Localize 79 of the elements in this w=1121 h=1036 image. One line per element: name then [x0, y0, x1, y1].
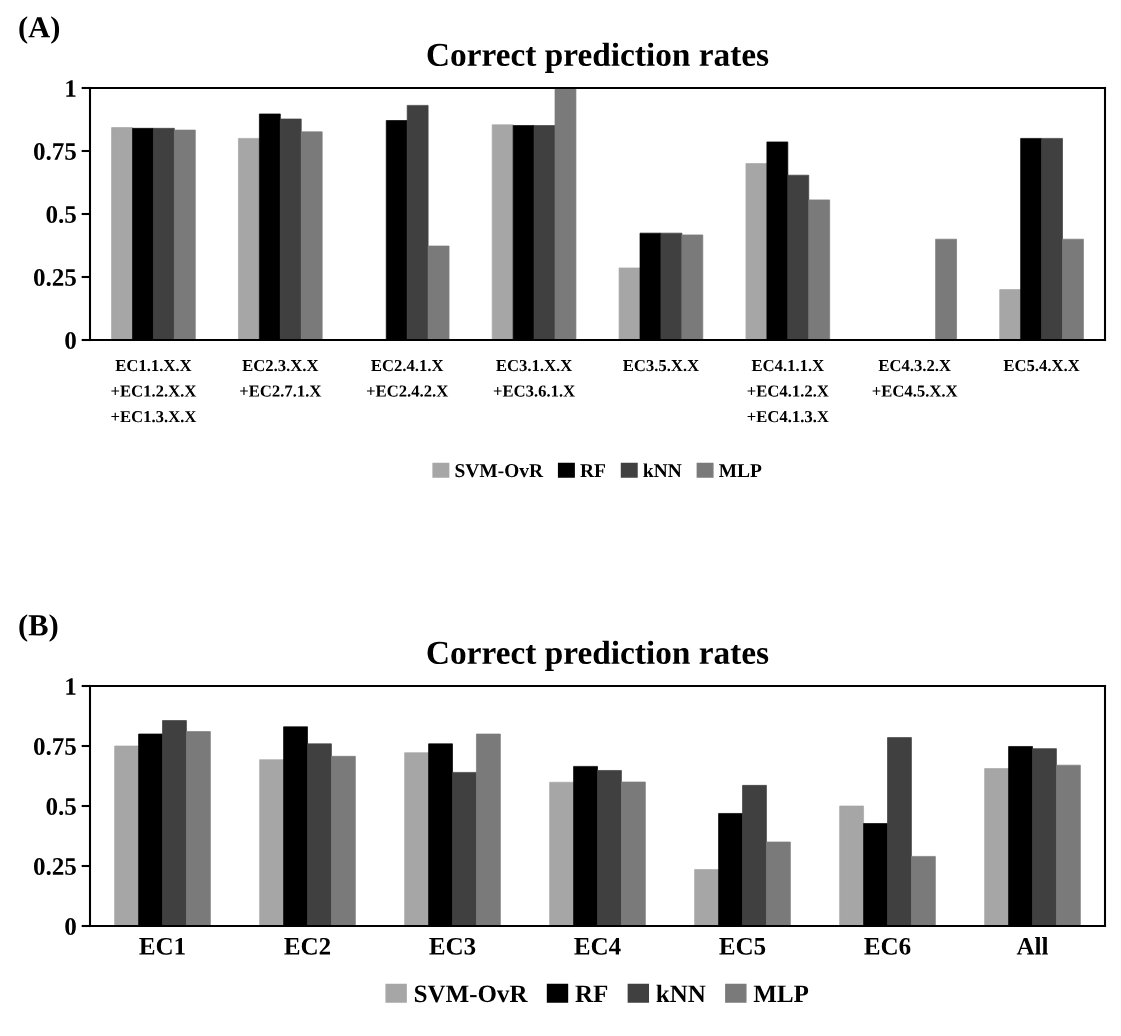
x-tick-label: EC3.5.X.X: [623, 359, 699, 372]
y-tick-label: 0.75: [34, 738, 76, 756]
bar: [406, 105, 429, 340]
bar: [279, 118, 302, 340]
legend-label: SVM-OvR: [455, 464, 544, 478]
bar: [153, 127, 175, 340]
bar: [808, 199, 831, 340]
bar: [618, 267, 641, 340]
bar: [331, 755, 356, 926]
legend-label: kNN: [656, 984, 706, 1002]
x-tick-label: EC4: [574, 937, 621, 955]
bar: [999, 289, 1021, 340]
bar: [404, 752, 429, 926]
bar: [300, 131, 323, 340]
y-tick-label: 0.25: [34, 269, 76, 287]
x-tick-label: EC1.1.X.X +EC1.2.X.X +EC1.3.X.X: [111, 359, 197, 423]
x-tick-label: EC3: [429, 937, 476, 955]
x-tick-label: EC6: [864, 937, 911, 955]
bar: [660, 232, 683, 340]
y-tick-label: 1: [66, 80, 76, 97]
x-tick-label: EC4.1.1.X +EC4.1.2.X +EC4.1.3.X: [747, 359, 829, 423]
bar: [111, 127, 133, 340]
bar: [984, 768, 1009, 926]
bar: [1032, 748, 1057, 926]
x-tick-label: EC3.1.X.X +EC3.6.1.X: [493, 359, 575, 397]
legend-label: SVM-OvR: [414, 985, 528, 1003]
bar: [174, 129, 196, 340]
y-tick-label: 1: [66, 678, 76, 695]
bar: [621, 781, 646, 926]
bar: [491, 124, 514, 340]
y-tick-label: 0: [65, 918, 76, 935]
bar: [597, 770, 622, 926]
legend-label: MLP: [719, 464, 762, 477]
legend-label: MLP: [753, 985, 809, 1002]
legend-label: kNN: [643, 463, 682, 477]
x-tick-label: EC5: [719, 937, 766, 955]
bar: [533, 125, 556, 340]
y-tick-label: 0.5: [46, 206, 76, 224]
x-tick-label: EC2.4.1.X +EC2.4.2.X: [366, 359, 449, 397]
x-tick-label: EC2: [284, 937, 331, 955]
chart-title: Correct prediction rates: [427, 42, 769, 73]
bar: [694, 869, 719, 926]
bar: [1062, 238, 1084, 340]
y-tick-label: 0.25: [34, 858, 76, 876]
chart-title: Correct prediction rates: [427, 640, 769, 671]
text: (B): [19, 614, 58, 642]
bar: [476, 733, 501, 926]
bar: [114, 745, 139, 926]
x-tick-label: EC5.4.X.X: [1003, 359, 1080, 372]
legend-label: RF: [580, 464, 605, 477]
bar: [887, 737, 912, 926]
bar: [766, 841, 791, 926]
bar: [935, 238, 957, 340]
x-tick-label: EC4.3.2.X +EC4.5.X.X: [872, 359, 958, 397]
bar: [839, 805, 864, 926]
bar: [554, 88, 577, 340]
bar: [307, 743, 332, 926]
x-tick-label: EC2.3.X.X +EC2.7.1.X: [240, 359, 322, 397]
bar: [745, 163, 768, 340]
x-tick-label: EC1: [139, 937, 185, 955]
y-tick-label: 0.75: [34, 143, 76, 161]
bar: [1056, 764, 1081, 926]
bar: [549, 781, 574, 926]
y-tick-label: 0: [65, 332, 76, 349]
bar: [427, 245, 450, 340]
bar: [911, 856, 936, 926]
bar: [787, 174, 810, 340]
x-tick-label: All: [1016, 937, 1049, 955]
bar: [452, 772, 477, 926]
bar: [238, 138, 260, 340]
bar: [1041, 138, 1063, 340]
legend-label: RF: [575, 985, 608, 1002]
bar: [162, 720, 187, 926]
bar: [186, 731, 211, 926]
bar: [259, 759, 284, 926]
text: (A): [19, 16, 60, 44]
bar: [742, 785, 767, 926]
y-tick-label: 0.5: [46, 798, 76, 816]
bar: [681, 234, 704, 340]
